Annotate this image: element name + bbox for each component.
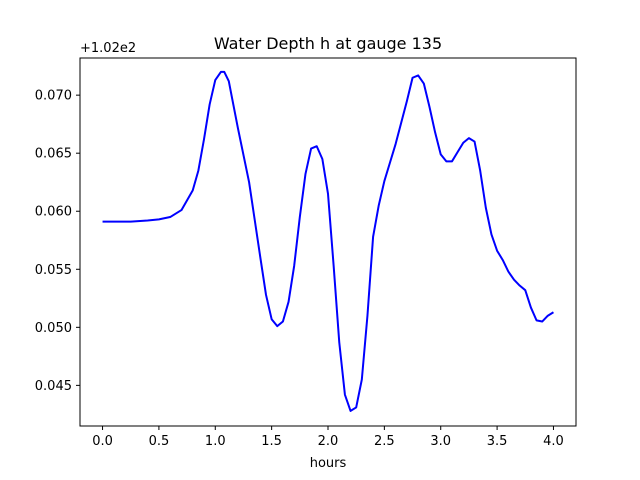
x-tick-label: 2.0 (318, 434, 339, 449)
y-offset-label: +1.02e2 (80, 41, 136, 56)
y-tick-label: 0.065 (35, 147, 72, 162)
y-tick-label: 0.055 (35, 263, 72, 278)
x-tick-label: 1.5 (261, 434, 282, 449)
x-tick-label: 3.5 (487, 434, 508, 449)
x-tick-label: 4.0 (543, 434, 564, 449)
x-tick-label: 0.5 (149, 434, 170, 449)
y-tick-label: 0.050 (35, 321, 72, 336)
x-axis-label: hours (310, 456, 347, 471)
x-tick-label: 3.0 (430, 434, 451, 449)
x-tick-label: 1.0 (205, 434, 226, 449)
plot-area: 0.0 0.5 1.0 1.5 2.0 2.5 3.0 3.5 4.0 0.045 0.050 0.0… (35, 57, 577, 449)
series-line-0 (102, 70, 554, 412)
x-tick-label: 2.5 (374, 434, 395, 449)
y-tick-label: 0.045 (35, 379, 72, 394)
y-tick-label: 0.070 (35, 89, 72, 104)
chart-title: Water Depth h at gauge 135 (214, 34, 442, 53)
x-tick-label: 0.0 (92, 434, 113, 449)
y-tick-label: 0.060 (35, 205, 72, 220)
